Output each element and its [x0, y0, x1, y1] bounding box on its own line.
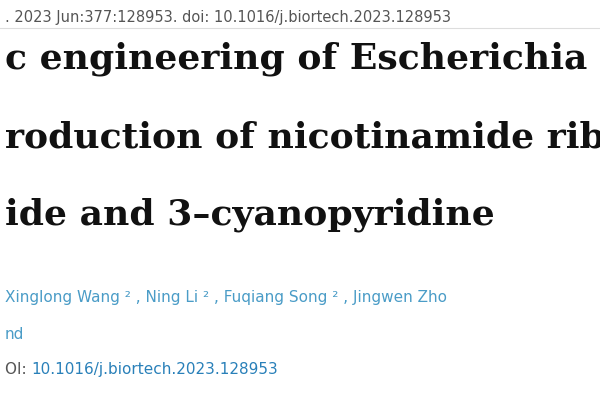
- Text: roduction of nicotinamide ribos: roduction of nicotinamide ribos: [5, 120, 600, 154]
- Text: . 2023 Jun:377:128953. doi: 10.1016/j.biortech.2023.128953: . 2023 Jun:377:128953. doi: 10.1016/j.bi…: [5, 10, 451, 25]
- Text: nd: nd: [5, 327, 25, 342]
- Text: ide and 3–cyanopyridine: ide and 3–cyanopyridine: [5, 198, 495, 232]
- Text: OI:: OI:: [5, 362, 32, 377]
- Text: 10.1016/j.biortech.2023.128953: 10.1016/j.biortech.2023.128953: [31, 362, 278, 377]
- Text: c engineering of Escherichia col: c engineering of Escherichia col: [5, 42, 600, 76]
- Text: Xinglong Wang ² , Ning Li ² , Fuqiang Song ² , Jingwen Zho: Xinglong Wang ² , Ning Li ² , Fuqiang So…: [5, 290, 447, 305]
